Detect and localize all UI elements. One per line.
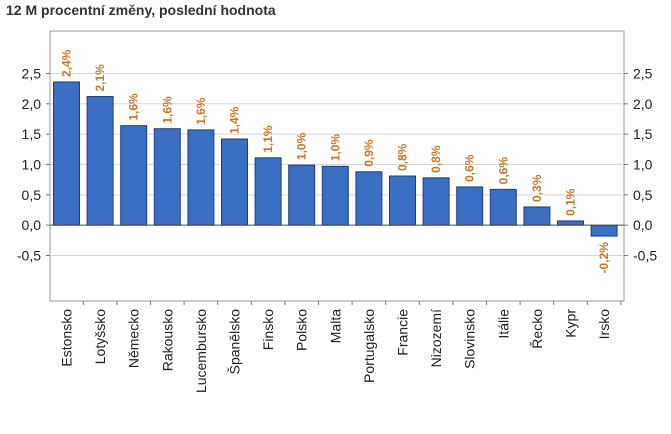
- x-tick-label: Německo: [126, 309, 142, 368]
- x-axis: Estonsko Lotyšsko Německo Rakousko Lucemburs…: [59, 301, 622, 393]
- data-label: 1,0%: [328, 134, 342, 162]
- x-tick-label: Lotyšsko: [92, 309, 108, 364]
- data-labels: 2,4% 2,1% 1,6% 1,6% 1,6% 1,4% 1,1% 1,0% 1,0% 0,9%…: [60, 49, 612, 273]
- x-tick-label: Francie: [395, 309, 411, 356]
- x-tick-label: Estonsko: [59, 309, 75, 367]
- x-tick-label: Itálie: [495, 309, 511, 339]
- data-label: 1,6%: [194, 97, 208, 125]
- y-tick-label-left: 2,0: [22, 96, 42, 112]
- data-label: 0,1%: [564, 188, 578, 216]
- y-tick-label-right: 0,0: [633, 217, 653, 233]
- x-tick-label: Irsko: [596, 309, 612, 340]
- x-tick-label: Portugalsko: [361, 309, 377, 383]
- x-tick-label: Finsko: [260, 309, 276, 350]
- data-label: 0,9%: [362, 139, 376, 167]
- y-tick-label-left: 0,0: [22, 217, 42, 233]
- bar: [321, 165, 349, 226]
- x-tick-label: Malta: [327, 309, 343, 343]
- data-label: 0,6%: [496, 157, 510, 185]
- data-label: 2,1%: [93, 64, 107, 92]
- data-label: 0,3%: [530, 174, 544, 202]
- data-label: 1,6%: [127, 93, 141, 121]
- y-tick-label-left: 1,0: [22, 156, 42, 172]
- bar: [590, 224, 618, 237]
- data-label: 0,6%: [463, 154, 477, 182]
- x-tick-label: Řecko: [529, 309, 545, 349]
- bar: [422, 177, 450, 226]
- bar: [355, 171, 383, 226]
- data-label: 1,4%: [228, 106, 242, 134]
- y-tick-label-left: 2,5: [22, 65, 42, 81]
- x-tick-label: Lucembursko: [193, 309, 209, 393]
- bar: [187, 129, 215, 226]
- bars: [53, 81, 618, 237]
- data-label: 1,0%: [295, 132, 309, 160]
- y-tick-label-left: -0,5: [17, 247, 41, 263]
- bar: [456, 186, 484, 226]
- y-tick-label-right: 0,5: [633, 187, 653, 203]
- bar: [254, 157, 282, 226]
- data-label: 1,1%: [261, 125, 275, 153]
- data-label: 0,8%: [429, 145, 443, 173]
- y-tick-label-right: -0,5: [633, 247, 657, 263]
- data-label: 1,6%: [160, 96, 174, 124]
- x-tick-label: Rakousko: [159, 309, 175, 371]
- x-tick-label: Kypr: [563, 309, 579, 338]
- y-axis-left: -0,5 0,0 0,5 1,0 1,5 2,0 2,5: [17, 65, 41, 263]
- bar: [153, 128, 181, 226]
- y-axis-right: -0,5 0,0 0,5 1,0 1,5 2,0 2,5: [633, 65, 657, 263]
- y-tick-label-left: 1,5: [22, 126, 42, 142]
- bar: [523, 206, 551, 226]
- chart-title: 12 M procentní změny, poslední hodnota: [6, 2, 276, 18]
- bar: [489, 188, 517, 226]
- x-tick-label: Polsko: [294, 309, 310, 351]
- x-tick-label: Slovinsko: [462, 309, 478, 369]
- bar: [86, 96, 114, 226]
- bar: [221, 138, 248, 226]
- data-label: 0,8%: [396, 143, 410, 171]
- x-tick-label: Nizozemí: [428, 309, 444, 367]
- y-tick-label-left: 0,5: [22, 187, 42, 203]
- y-tick-label-right: 2,5: [633, 65, 653, 81]
- bar: [288, 164, 316, 226]
- y-tick-label-right: 1,0: [633, 156, 653, 172]
- bar: [120, 125, 148, 226]
- bar: [557, 220, 584, 226]
- y-tick-label-right: 2,0: [633, 96, 653, 112]
- data-label: -0,2%: [597, 242, 611, 274]
- bar: [389, 175, 416, 226]
- y-tick-label-right: 1,5: [633, 126, 653, 142]
- x-tick-label: Španělsko: [227, 309, 243, 375]
- data-label: 2,4%: [60, 49, 74, 77]
- bar: [53, 81, 80, 226]
